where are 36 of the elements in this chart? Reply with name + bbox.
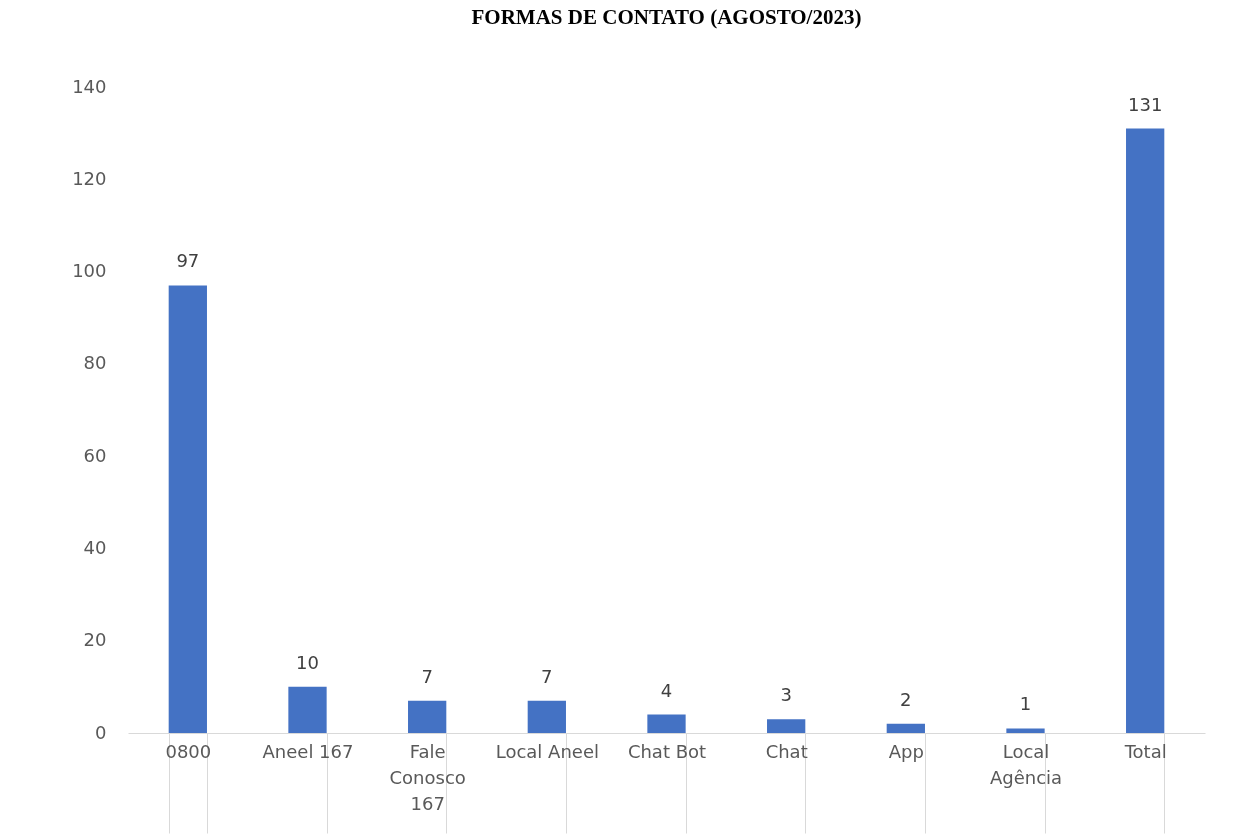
data-label: 7 [541,665,553,687]
bar [408,700,447,733]
bar [288,686,327,733]
x-tick-label: Chat Bot [627,740,707,762]
data-label: 4 [660,679,673,701]
y-tick-label: 140 [72,75,107,97]
chart-title: FORMAS DE CONTATO (AGOSTO/2023) [471,5,862,29]
bar [886,723,925,733]
bar [1006,728,1045,733]
x-tick-label: Chat [765,740,808,762]
bar [168,285,207,733]
y-tick-label: 100 [72,260,107,282]
data-label: 2 [900,688,912,710]
data-label: 97 [176,250,200,272]
data-label: 10 [296,651,319,673]
data-label: 3 [780,684,792,706]
bar [527,700,566,733]
bar [767,719,806,733]
data-label: 7 [421,665,433,687]
y-tick-label: 60 [83,444,107,466]
data-label: 131 [1127,93,1163,115]
x-tick-label: Local Aneel [495,740,599,762]
y-tick-label: 120 [72,167,107,189]
y-tick-label: 0 [95,721,107,743]
y-tick-label: 80 [83,352,107,374]
data-label: 1 [1019,693,1032,715]
y-tick-label: 20 [83,629,107,651]
y-tick-label: 40 [83,536,107,558]
x-tick-label: Total [1123,740,1167,762]
x-tick-label: Local Agência [989,740,1063,788]
bar [1126,128,1165,733]
x-tick-label: App [888,740,924,762]
x-tick-label: Fale Conosco 167 [389,740,466,814]
bar [647,714,686,733]
x-tick-label: 0800 [165,740,212,762]
x-tick-label: Aneel 167 [262,740,354,762]
